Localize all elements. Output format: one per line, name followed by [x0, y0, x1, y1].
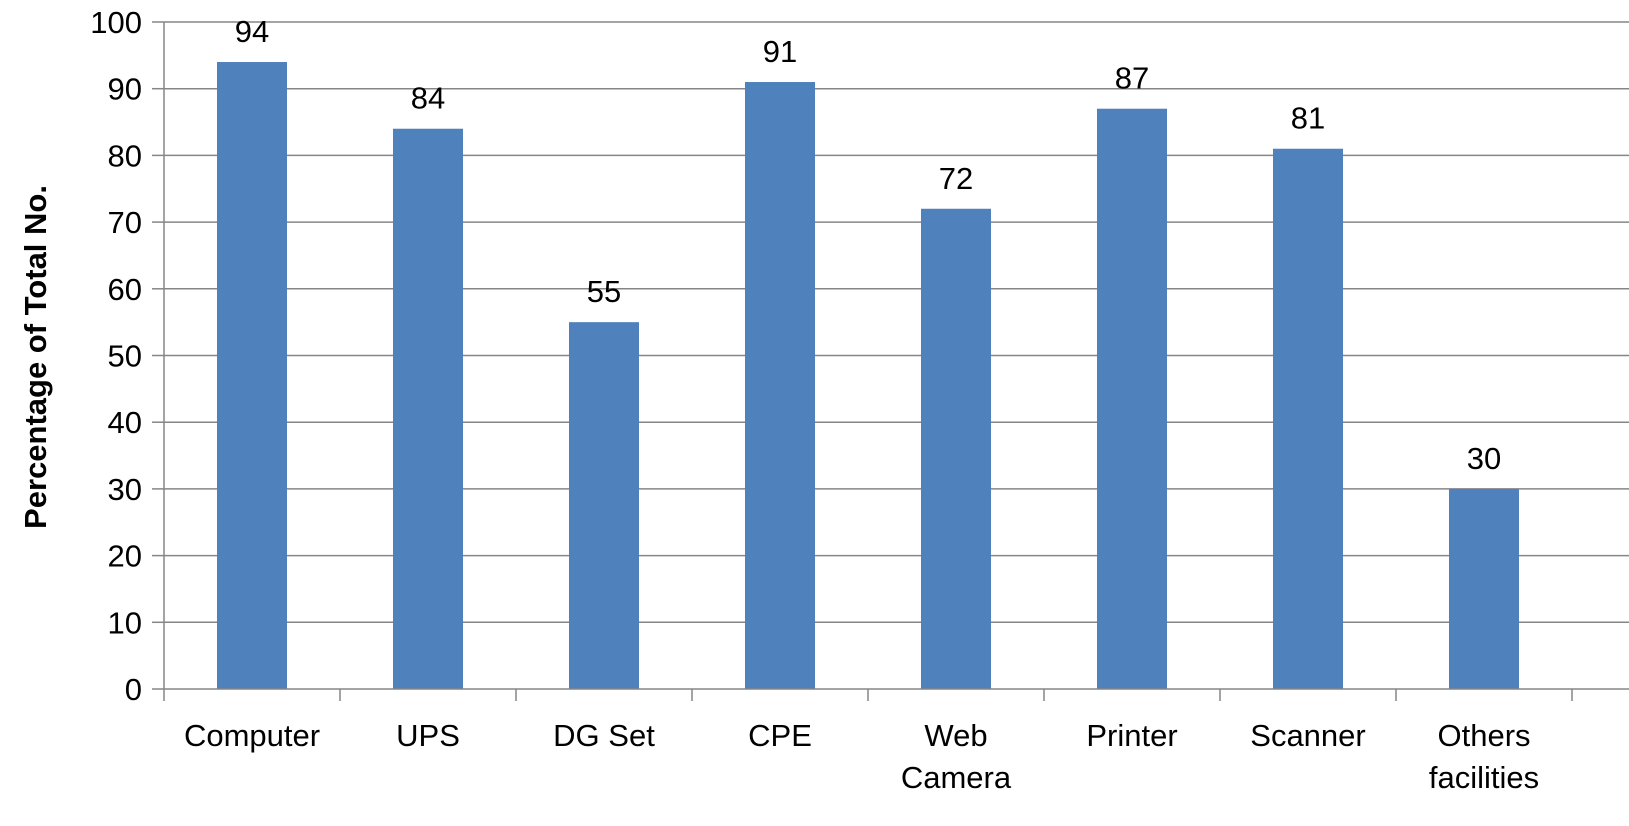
y-tick-label: 20 — [108, 539, 142, 574]
y-tick-label: 0 — [125, 672, 142, 707]
data-label: 94 — [235, 14, 269, 49]
x-tick-label: Web Camera — [901, 718, 1012, 795]
x-tick-label-line: CPE — [748, 718, 812, 753]
x-tick-label-line: Web — [924, 718, 987, 753]
x-tick-label: Scanner — [1250, 718, 1365, 753]
x-tick-label-line: UPS — [396, 718, 460, 753]
grid-lines — [164, 21, 1629, 624]
y-tick-label: 60 — [108, 272, 142, 307]
y-tick-label: 30 — [108, 472, 142, 507]
x-tick-label-line: Camera — [901, 760, 1012, 795]
data-label: 84 — [411, 81, 445, 116]
x-tick-label: UPS — [396, 718, 460, 753]
data-label: 72 — [939, 161, 973, 196]
bar-web-camera — [921, 208, 991, 689]
bar-others-facilities — [1449, 488, 1519, 689]
x-tick-label: Printer — [1086, 718, 1177, 753]
y-tick-label: 70 — [108, 205, 142, 240]
bar-scanner — [1273, 148, 1343, 690]
x-tick-label-line: Computer — [184, 718, 320, 753]
y-tick-label: 90 — [108, 72, 142, 107]
y-tick-label: 80 — [108, 138, 142, 173]
bars — [217, 62, 1519, 690]
x-tick-label: Computer — [184, 718, 320, 753]
x-tick-label: CPE — [748, 718, 812, 753]
data-label: 91 — [763, 34, 797, 69]
bar-computer — [217, 62, 287, 689]
data-label: 81 — [1291, 101, 1325, 136]
y-tick-label: 40 — [108, 405, 142, 440]
data-labels: 94 84 55 91 72 87 81 30 — [235, 14, 1501, 476]
y-axis-title: Percentage of Total No. — [18, 185, 53, 529]
data-label: 55 — [587, 274, 621, 309]
bar-cpe — [745, 82, 815, 689]
bar-dg-set — [569, 322, 639, 689]
axes — [152, 21, 1629, 701]
x-tick-label-line: Printer — [1086, 718, 1177, 753]
data-label: 87 — [1115, 61, 1149, 96]
y-tick-label: 10 — [108, 605, 142, 640]
bar-printer — [1097, 108, 1167, 689]
data-label: 30 — [1467, 441, 1501, 476]
x-tick-label: Others facilities — [1429, 718, 1539, 795]
y-tick-label: 100 — [90, 5, 142, 40]
x-tick-label-line: DG Set — [553, 718, 655, 753]
x-tick-labels: Computer UPS DG Set CPE Web Camera Printer Scan… — [184, 718, 1539, 795]
x-tick-label-line: Scanner — [1250, 718, 1365, 753]
y-tick-label: 50 — [108, 339, 142, 374]
x-tick-label-line: Others — [1437, 718, 1530, 753]
y-tick-labels: 0 10 20 30 40 50 60 70 80 90 100 — [90, 5, 142, 707]
bar-ups — [393, 128, 463, 690]
x-tick-label: DG Set — [553, 718, 655, 753]
x-tick-label-line: facilities — [1429, 760, 1539, 795]
